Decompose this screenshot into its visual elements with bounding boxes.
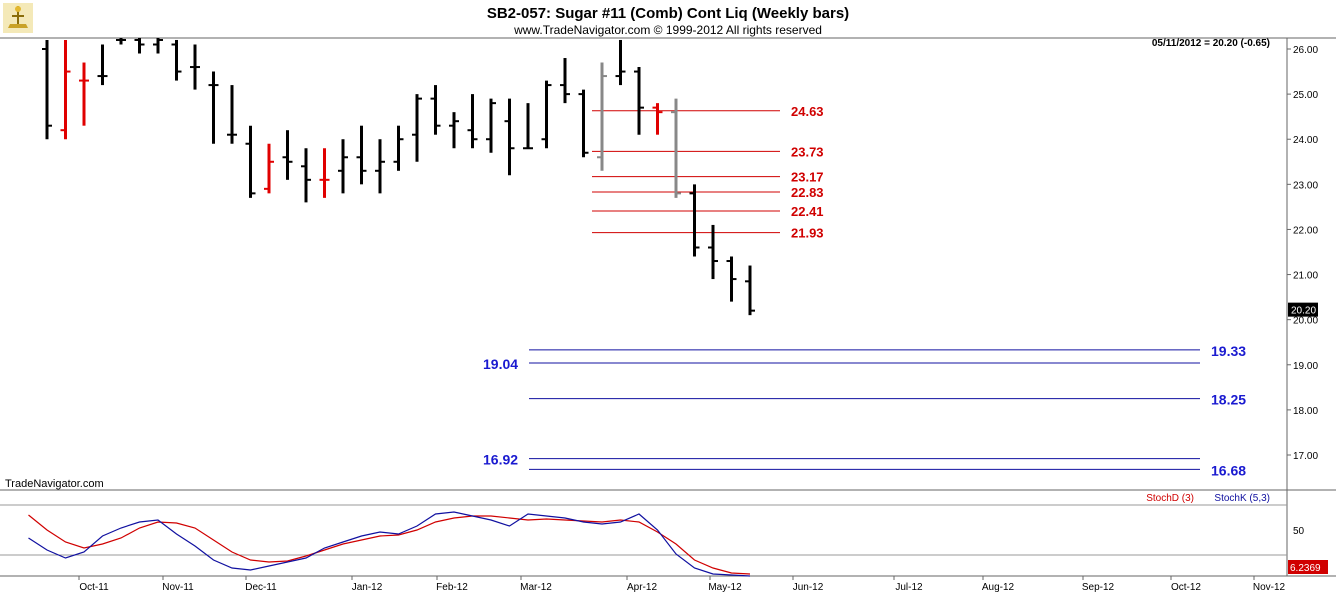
last-price-label: 20.20 bbox=[1291, 306, 1316, 317]
osc-last-label: 6.2369 bbox=[1290, 563, 1321, 574]
ohlc-bar bbox=[42, 39, 52, 140]
ohlc-bar bbox=[430, 85, 441, 135]
ohlc-bar bbox=[338, 139, 348, 194]
ohlc-bar bbox=[634, 67, 644, 135]
support-label: 16.92 bbox=[483, 452, 518, 468]
ohlc-bar bbox=[689, 184, 700, 257]
ohlc-bar bbox=[523, 103, 533, 150]
resistance-label: 21.93 bbox=[791, 226, 824, 241]
support-label: 16.68 bbox=[1211, 462, 1246, 478]
ohlc-bar bbox=[449, 112, 459, 149]
ohlc-bar bbox=[504, 98, 515, 176]
x-tick-label: Apr-12 bbox=[627, 582, 657, 593]
osc-tick-label: 50 bbox=[1293, 526, 1305, 537]
price-tick-label: 23.00 bbox=[1293, 180, 1318, 191]
ohlc-bar bbox=[190, 44, 200, 90]
ohlc-bar bbox=[60, 39, 71, 140]
x-tick-label: May-12 bbox=[708, 582, 742, 593]
x-tick-label: Jun-12 bbox=[793, 582, 824, 593]
ohlc-bar bbox=[541, 80, 552, 149]
osc-series-line bbox=[28, 514, 751, 575]
ohlc-bar bbox=[264, 143, 274, 194]
x-tick-label: Nov-12 bbox=[1253, 582, 1286, 593]
resistance-label: 22.41 bbox=[791, 204, 824, 219]
ohlc-bar bbox=[375, 139, 385, 194]
x-tick-label: Aug-12 bbox=[982, 582, 1015, 593]
ohlc-bar bbox=[578, 89, 589, 158]
x-tick-label: Dec-11 bbox=[245, 582, 277, 593]
x-tick-label: Sep-12 bbox=[1082, 582, 1115, 593]
resistance-label: 23.17 bbox=[791, 170, 824, 185]
ohlc-bar bbox=[245, 125, 256, 198]
support-label: 19.33 bbox=[1211, 343, 1246, 359]
last-quote-text: 05/11/2012 = 20.20 (-0.65) bbox=[1152, 38, 1270, 49]
ohlc-bar bbox=[412, 94, 422, 162]
x-tick-label: Oct-12 bbox=[1171, 582, 1201, 593]
ohlc-bar bbox=[153, 38, 163, 54]
ohlc-bar bbox=[708, 224, 718, 280]
x-tick-label: Mar-12 bbox=[520, 582, 552, 593]
ohlc-bar bbox=[319, 148, 330, 198]
ohlc-bar bbox=[393, 125, 404, 171]
watermark-text: TradeNavigator.com bbox=[5, 478, 104, 490]
price-tick-label: 20.00 bbox=[1293, 316, 1318, 327]
last-price-box bbox=[1288, 302, 1318, 317]
ohlc-bar bbox=[745, 265, 755, 316]
legend-stochd: StochD (3) bbox=[1146, 493, 1194, 504]
tradenavigator-logo-icon bbox=[3, 3, 33, 33]
resistance-label: 22.83 bbox=[791, 185, 824, 200]
osc-last-box bbox=[1288, 560, 1328, 574]
ohlc-bar bbox=[652, 103, 663, 135]
price-tick-label: 22.00 bbox=[1293, 225, 1318, 236]
ohlc-bar bbox=[79, 62, 89, 126]
price-tick-label: 19.00 bbox=[1293, 361, 1318, 372]
price-tick-label: 17.00 bbox=[1293, 451, 1318, 462]
ohlc-bar bbox=[467, 94, 478, 149]
legend-stochk: StochK (5,3) bbox=[1214, 493, 1270, 504]
price-tick-label: 18.00 bbox=[1293, 406, 1318, 417]
price-tick-label: 21.00 bbox=[1293, 271, 1318, 282]
support-label: 18.25 bbox=[1211, 392, 1246, 408]
ohlc-bar bbox=[301, 148, 311, 203]
ohlc-bar bbox=[282, 130, 293, 180]
ohlc-bar bbox=[134, 38, 145, 54]
ohlc-bar bbox=[560, 58, 570, 104]
x-axis: Oct-11 Nov-11 Dec-11 Jan-12 Feb-12 Mar-12 Apr-… bbox=[78, 576, 1286, 593]
price-tick-label: 24.00 bbox=[1293, 135, 1318, 146]
x-tick-label: Feb-12 bbox=[436, 582, 468, 593]
ohlc-bar bbox=[486, 98, 496, 153]
ohlc-bar bbox=[171, 39, 182, 81]
resistance-label: 24.63 bbox=[791, 104, 824, 119]
ohlc-bar bbox=[597, 62, 607, 171]
copyright-text: www.TradeNavigator.com © 1999-2012 All r… bbox=[513, 23, 822, 37]
ohlc-bar bbox=[615, 39, 626, 86]
price-tick-label: 25.00 bbox=[1293, 90, 1318, 101]
x-tick-label: Jul-12 bbox=[895, 582, 923, 593]
price-panel: 26.00 25.00 24.00 23.00 22.00 21.00 20.00 19.00… bbox=[0, 37, 1336, 491]
resistance-label: 23.73 bbox=[791, 144, 824, 159]
chart-title: SB2-057: Sugar #11 (Comb) Cont Liq (Week… bbox=[487, 5, 849, 22]
x-tick-label: Oct-11 bbox=[79, 582, 109, 593]
stochastic-panel: StochD (3) StochK (5,3) 50 6.2369 bbox=[0, 490, 1336, 577]
x-tick-label: Nov-11 bbox=[162, 582, 194, 593]
ohlc-bar bbox=[726, 256, 737, 302]
ohlc-bar bbox=[671, 98, 681, 198]
osc-series-line bbox=[28, 511, 751, 577]
x-tick-label: Jan-12 bbox=[352, 582, 383, 593]
ohlc-bar bbox=[116, 38, 126, 45]
price-tick-label: 26.00 bbox=[1293, 45, 1318, 56]
ohlc-bar bbox=[227, 85, 237, 144]
ohlc-bar bbox=[356, 125, 367, 185]
support-label: 19.04 bbox=[483, 356, 518, 372]
ohlc-bar bbox=[97, 44, 108, 86]
ohlc-bar bbox=[208, 71, 219, 144]
